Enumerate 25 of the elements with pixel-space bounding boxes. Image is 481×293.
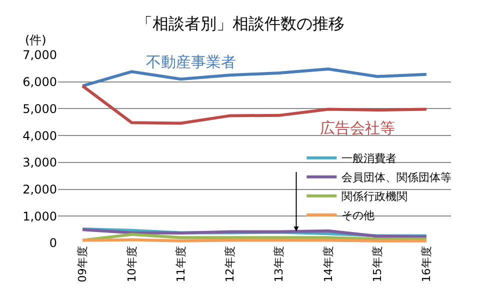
x-tick-label: 13年度: [272, 246, 286, 282]
y-axis-title: (件): [25, 33, 46, 47]
chart-title: 「相談者別」相談件数の推移: [136, 14, 344, 33]
y-tick-label: 6,000: [22, 75, 57, 90]
series-label: 不動産事業者: [146, 53, 236, 71]
legend-label: 一般消費者: [342, 152, 397, 166]
x-tick-label: 11年度: [174, 246, 188, 282]
legend-label: 関係行政機関: [342, 190, 408, 204]
y-tick-label: 0: [49, 236, 57, 250]
x-tick-label: 09年度: [76, 246, 90, 282]
x-tick-label: 14年度: [322, 246, 335, 282]
y-tick-label: 1,000: [22, 209, 57, 224]
y-tick-label: 3,000: [22, 156, 57, 170]
line-series: [81, 67, 428, 88]
y-tick-label: 2,000: [22, 182, 57, 196]
y-tick-label: 4,000: [22, 128, 57, 143]
y-tick-label: 7,000: [22, 48, 57, 62]
x-tick-label: 16年度: [420, 246, 434, 282]
legend-label: その他: [342, 209, 375, 222]
y-tick-label: 5,000: [22, 102, 57, 116]
x-tick-label: 12年度: [224, 246, 237, 282]
legend-label: 会員団体、関係団体等: [342, 171, 452, 184]
x-tick-label: 15年度: [370, 246, 384, 282]
x-tick-label: 10年度: [125, 246, 138, 282]
series-label: 広告会社等: [320, 119, 395, 137]
